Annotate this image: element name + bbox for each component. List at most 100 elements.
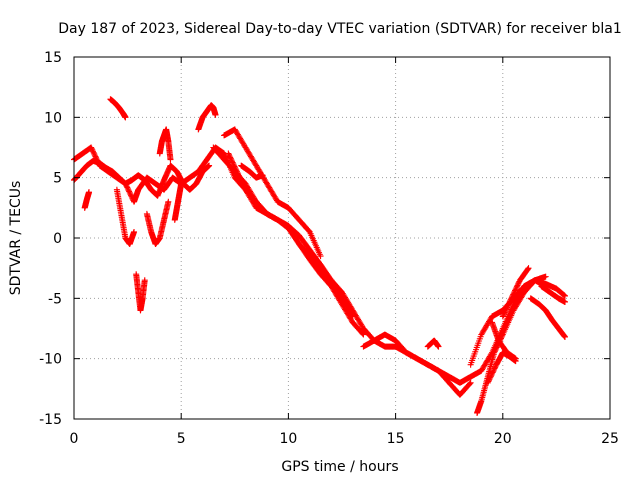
data-point-marker bbox=[525, 265, 532, 272]
data-point-marker bbox=[487, 373, 494, 380]
series-sat-d bbox=[81, 189, 93, 211]
data-point-marker bbox=[512, 287, 519, 294]
data-point-marker bbox=[238, 177, 245, 184]
x-tick-label: 10 bbox=[279, 431, 297, 447]
series-sat-j bbox=[195, 102, 219, 133]
data-point-marker bbox=[236, 173, 243, 180]
data-point-marker bbox=[230, 160, 237, 167]
data-point-marker bbox=[235, 172, 242, 179]
data-point-marker bbox=[488, 372, 495, 379]
data-point-marker bbox=[502, 308, 509, 315]
data-point-marker bbox=[127, 192, 134, 199]
y-tick-label: 0 bbox=[53, 231, 62, 247]
data-point-marker bbox=[126, 189, 133, 196]
data-point-marker bbox=[225, 150, 232, 157]
data-point-marker bbox=[167, 156, 174, 163]
data-point-marker bbox=[512, 286, 519, 293]
data-point-marker bbox=[504, 303, 511, 310]
data-point-marker bbox=[561, 333, 568, 340]
data-point-marker bbox=[501, 309, 508, 316]
data-point-marker bbox=[508, 295, 515, 302]
data-point-marker bbox=[500, 312, 507, 319]
data-point-marker bbox=[232, 166, 239, 173]
data-point-marker bbox=[360, 331, 367, 338]
data-point-marker bbox=[490, 368, 497, 375]
data-point-marker bbox=[512, 355, 519, 362]
y-tick-label: -5 bbox=[48, 291, 62, 307]
data-point-marker bbox=[232, 164, 239, 171]
data-point-marker bbox=[515, 281, 522, 288]
data-point-marker bbox=[485, 378, 492, 385]
data-point-marker bbox=[206, 162, 213, 169]
series-sat-c bbox=[107, 96, 129, 121]
data-point-marker bbox=[226, 153, 233, 160]
data-point-marker bbox=[212, 111, 219, 118]
data-point-marker bbox=[514, 282, 521, 289]
data-point-marker bbox=[511, 288, 518, 295]
data-point-marker bbox=[90, 149, 97, 156]
data-point-marker bbox=[89, 147, 96, 154]
data-point-marker bbox=[127, 191, 134, 198]
data-point-marker bbox=[239, 180, 246, 187]
series-sat-l bbox=[221, 126, 324, 260]
data-point-marker bbox=[88, 144, 95, 151]
data-point-marker bbox=[348, 312, 355, 319]
data-point-marker bbox=[492, 364, 499, 371]
series-sat-u bbox=[489, 319, 519, 362]
data-point-marker bbox=[349, 313, 356, 320]
data-point-marker bbox=[122, 114, 129, 121]
data-point-marker bbox=[490, 366, 497, 373]
series-sat-e bbox=[113, 186, 138, 248]
series-sat-g bbox=[143, 198, 172, 248]
data-point-marker bbox=[131, 228, 138, 235]
data-point-marker bbox=[241, 184, 248, 191]
data-point-marker bbox=[501, 310, 508, 317]
data-point-marker bbox=[227, 155, 234, 162]
data-point-marker bbox=[487, 374, 494, 381]
data-point-marker bbox=[504, 304, 511, 311]
data-point-marker bbox=[359, 330, 366, 337]
data-point-marker bbox=[86, 189, 93, 196]
chart-title: Day 187 of 2023, Sidereal Day-to-day VTE… bbox=[58, 21, 621, 37]
x-tick-label: 0 bbox=[70, 431, 79, 447]
data-point-marker bbox=[505, 301, 512, 308]
series-sat-v bbox=[499, 265, 532, 320]
data-point-marker bbox=[233, 168, 240, 175]
data-point-marker bbox=[241, 185, 248, 192]
data-point-marker bbox=[489, 370, 496, 377]
data-point-marker bbox=[237, 175, 244, 182]
data-point-marker bbox=[141, 277, 148, 284]
series-sat-p bbox=[371, 337, 474, 398]
data-point-marker bbox=[486, 375, 493, 382]
data-point-marker bbox=[502, 306, 509, 313]
series-sat-w bbox=[527, 295, 568, 340]
data-point-marker bbox=[178, 180, 185, 187]
data-point-marker bbox=[233, 167, 240, 174]
data-point-marker bbox=[542, 273, 549, 280]
data-point-marker bbox=[486, 377, 493, 384]
data-point-marker bbox=[491, 348, 498, 355]
data-point-marker bbox=[91, 150, 98, 157]
data-point-marker bbox=[489, 369, 496, 376]
data-point-marker bbox=[507, 297, 514, 304]
data-point-marker bbox=[503, 305, 510, 312]
data-point-marker bbox=[467, 379, 474, 386]
data-point-marker bbox=[237, 176, 244, 183]
data-point-marker bbox=[126, 188, 133, 195]
data-point-marker bbox=[228, 156, 235, 163]
x-tick-label: 25 bbox=[601, 431, 619, 447]
data-point-marker bbox=[235, 171, 242, 178]
x-tick-label: 5 bbox=[177, 431, 186, 447]
series-sat-b bbox=[71, 157, 213, 199]
data-point-marker bbox=[561, 298, 568, 305]
y-tick-label: -15 bbox=[39, 412, 62, 428]
data-point-marker bbox=[466, 380, 473, 387]
data-point-marker bbox=[491, 365, 498, 372]
data-point-marker bbox=[491, 349, 498, 356]
x-tick-label: 20 bbox=[494, 431, 512, 447]
data-point-marker bbox=[259, 172, 266, 179]
data-point-marker bbox=[508, 294, 515, 301]
data-point-marker bbox=[230, 162, 237, 169]
data-point-marker bbox=[524, 266, 531, 273]
y-tick-label: -10 bbox=[39, 352, 62, 368]
